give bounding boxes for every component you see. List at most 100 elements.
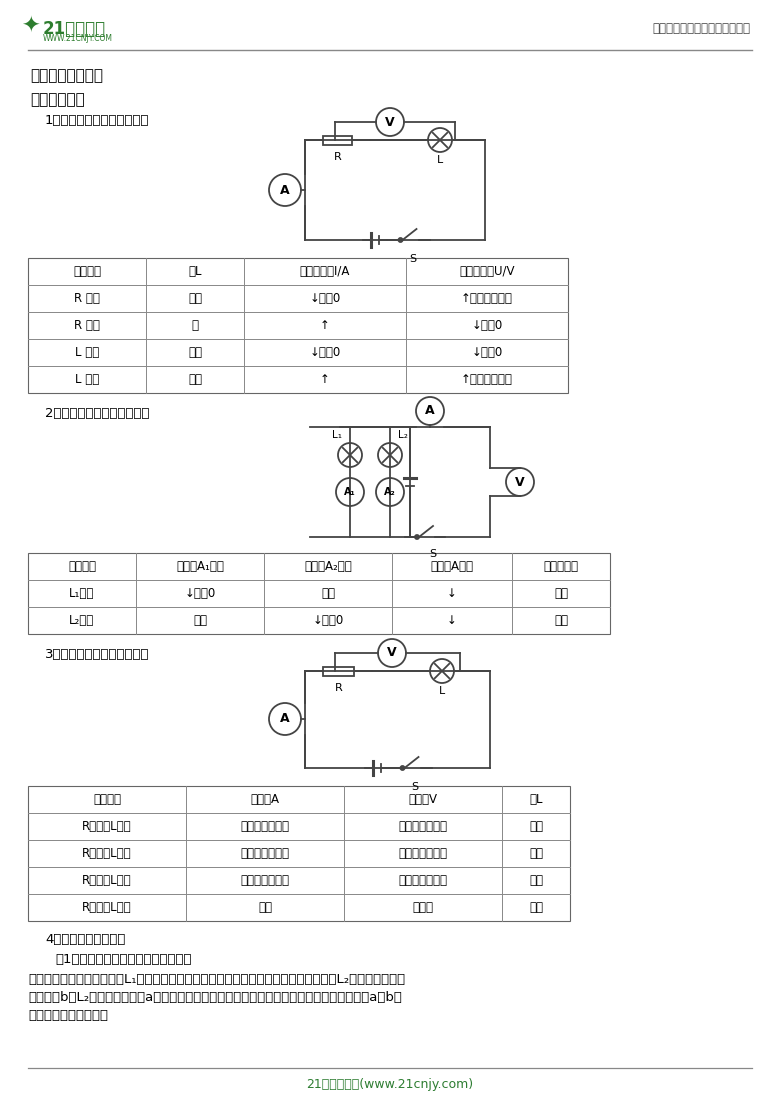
Text: ↑变为电源电压: ↑变为电源电压: [461, 373, 513, 386]
Text: R断路、L短路: R断路、L短路: [82, 820, 132, 833]
Text: L: L: [439, 686, 445, 696]
Text: R: R: [334, 152, 342, 162]
Text: 无示数（变小）: 无示数（变小）: [240, 847, 289, 860]
Text: ↓变为0: ↓变为0: [310, 292, 341, 306]
Circle shape: [428, 128, 452, 152]
Text: A₁: A₁: [344, 488, 356, 497]
Text: 不亮: 不亮: [529, 820, 543, 833]
Text: 中小学教育资源及组卷应用平台: 中小学教育资源及组卷应用平台: [652, 22, 750, 35]
Text: V: V: [387, 646, 397, 660]
Circle shape: [269, 174, 301, 206]
Text: R 短路: R 短路: [74, 319, 100, 332]
Bar: [324, 666, 353, 675]
Bar: [28, 786, 570, 921]
Text: ✦: ✦: [21, 17, 39, 38]
Text: R短路、L断路: R短路、L断路: [82, 874, 132, 887]
Text: 4、电表判断电路故障: 4、电表判断电路故障: [45, 933, 126, 946]
Text: 灯L: 灯L: [530, 793, 543, 806]
Text: V: V: [515, 475, 525, 489]
Text: R: R: [335, 683, 342, 693]
Text: 一、电路故障: 一、电路故障: [30, 92, 85, 107]
Text: S: S: [411, 782, 419, 792]
Circle shape: [416, 397, 444, 425]
Text: L: L: [437, 156, 443, 165]
Text: 1、串联电路单故障判断方法: 1、串联电路单故障判断方法: [45, 114, 150, 127]
Text: 如图所示，可先让电压表与L₁并联，若无示数，则电源可能损坏，或电源处断路；若和L₂并联时无示数，: 如图所示，可先让电压表与L₁并联，若无示数，则电源可能损坏，或电源处断路；若和L…: [28, 973, 405, 986]
Text: 不亮: 不亮: [529, 874, 543, 887]
Text: ↑: ↑: [320, 319, 330, 332]
Text: A: A: [425, 405, 434, 418]
Circle shape: [336, 478, 364, 506]
Text: 不变: 不变: [554, 587, 568, 600]
Text: A₂: A₂: [384, 488, 396, 497]
Text: R短路、L短路: R短路、L短路: [82, 901, 132, 914]
Text: 电流表示数I/A: 电流表示数I/A: [300, 265, 350, 278]
Text: 电压表V: 电压表V: [409, 793, 438, 806]
Text: 无示数（变小）: 无示数（变小）: [399, 874, 448, 887]
Text: L₁: L₁: [332, 430, 342, 440]
Text: L 短路: L 短路: [75, 373, 99, 386]
Text: 灯L: 灯L: [188, 265, 202, 278]
Text: ↓: ↓: [447, 614, 457, 627]
Text: ↓变为0: ↓变为0: [312, 614, 344, 627]
Text: ↑变为电源电压: ↑变为电源电压: [461, 292, 513, 306]
Text: 21世纪教育网(www.21cnjy.com): 21世纪教育网(www.21cnjy.com): [307, 1078, 473, 1091]
Text: L₁断路: L₁断路: [69, 587, 94, 600]
Text: 不亮: 不亮: [188, 373, 202, 386]
Bar: [323, 136, 352, 144]
Text: L 断路: L 断路: [75, 346, 99, 358]
Text: 故障原因: 故障原因: [93, 793, 121, 806]
Text: 考点二、故障分析: 考点二、故障分析: [30, 68, 103, 83]
Text: R断路、L断路: R断路、L断路: [82, 847, 132, 860]
Text: 2、并联电路单故障判断方法: 2、并联电路单故障判断方法: [45, 407, 150, 420]
Text: 有示数（变大）: 有示数（变大）: [399, 820, 448, 833]
Circle shape: [378, 639, 406, 667]
Text: WWW.21CNJY.COM: WWW.21CNJY.COM: [43, 34, 113, 43]
Text: 3、串联电路双故障判断方法: 3、串联电路双故障判断方法: [45, 647, 150, 661]
Bar: [28, 553, 610, 634]
Text: ↓变为0: ↓变为0: [184, 587, 215, 600]
Text: ↓变为0: ↓变为0: [471, 319, 502, 332]
Circle shape: [269, 703, 301, 735]
Text: 故障原因: 故障原因: [73, 265, 101, 278]
Bar: [28, 258, 568, 393]
Text: V: V: [385, 116, 395, 129]
Text: 则可能从b经L₂开关、电源再到a的这部分电路中出现断路；若有示数且接近电源电压则应是从a到b的: 则可能从b经L₂开关、电源再到a的这部分电路中出现断路；若有示数且接近电源电压则…: [28, 990, 402, 1004]
Circle shape: [400, 765, 405, 770]
Text: A: A: [280, 183, 290, 196]
Text: 不变: 不变: [321, 587, 335, 600]
Circle shape: [378, 443, 402, 467]
Circle shape: [506, 468, 534, 496]
Text: （1）用电压表判断（电路已有故障）: （1）用电压表判断（电路已有故障）: [55, 953, 192, 966]
Text: 21世纪教育: 21世纪教育: [43, 20, 106, 38]
Text: 无示数（变小）: 无示数（变小）: [240, 874, 289, 887]
Text: 无示数: 无示数: [413, 901, 434, 914]
Text: 电流表A: 电流表A: [250, 793, 279, 806]
Text: ↓变为0: ↓变为0: [471, 346, 502, 358]
Text: 无示数（变小）: 无示数（变小）: [399, 847, 448, 860]
Text: 烧坏: 烧坏: [258, 901, 272, 914]
Text: L₂断路: L₂断路: [69, 614, 94, 627]
Circle shape: [376, 478, 404, 506]
Text: 不亮: 不亮: [529, 901, 543, 914]
Text: 这部分电路出现断路。: 这部分电路出现断路。: [28, 1009, 108, 1022]
Text: 无示数（变小）: 无示数（变小）: [240, 820, 289, 833]
Text: ↓变为0: ↓变为0: [310, 346, 341, 358]
Circle shape: [376, 108, 404, 136]
Text: 电压表示数: 电压表示数: [544, 560, 579, 572]
Text: 电流表A₂示数: 电流表A₂示数: [304, 560, 352, 572]
Circle shape: [430, 658, 454, 683]
Text: L₂: L₂: [398, 430, 408, 440]
Text: 不亮: 不亮: [529, 847, 543, 860]
Text: R 断路: R 断路: [74, 292, 100, 306]
Circle shape: [415, 535, 419, 539]
Text: A: A: [280, 713, 290, 726]
Circle shape: [399, 238, 402, 242]
Text: 不变: 不变: [554, 614, 568, 627]
Text: 电流表A₁示数: 电流表A₁示数: [176, 560, 224, 572]
Text: 不亮: 不亮: [188, 346, 202, 358]
Text: S: S: [410, 254, 417, 264]
Text: S: S: [430, 549, 437, 559]
Text: 亮: 亮: [192, 319, 198, 332]
Text: 不亮: 不亮: [188, 292, 202, 306]
